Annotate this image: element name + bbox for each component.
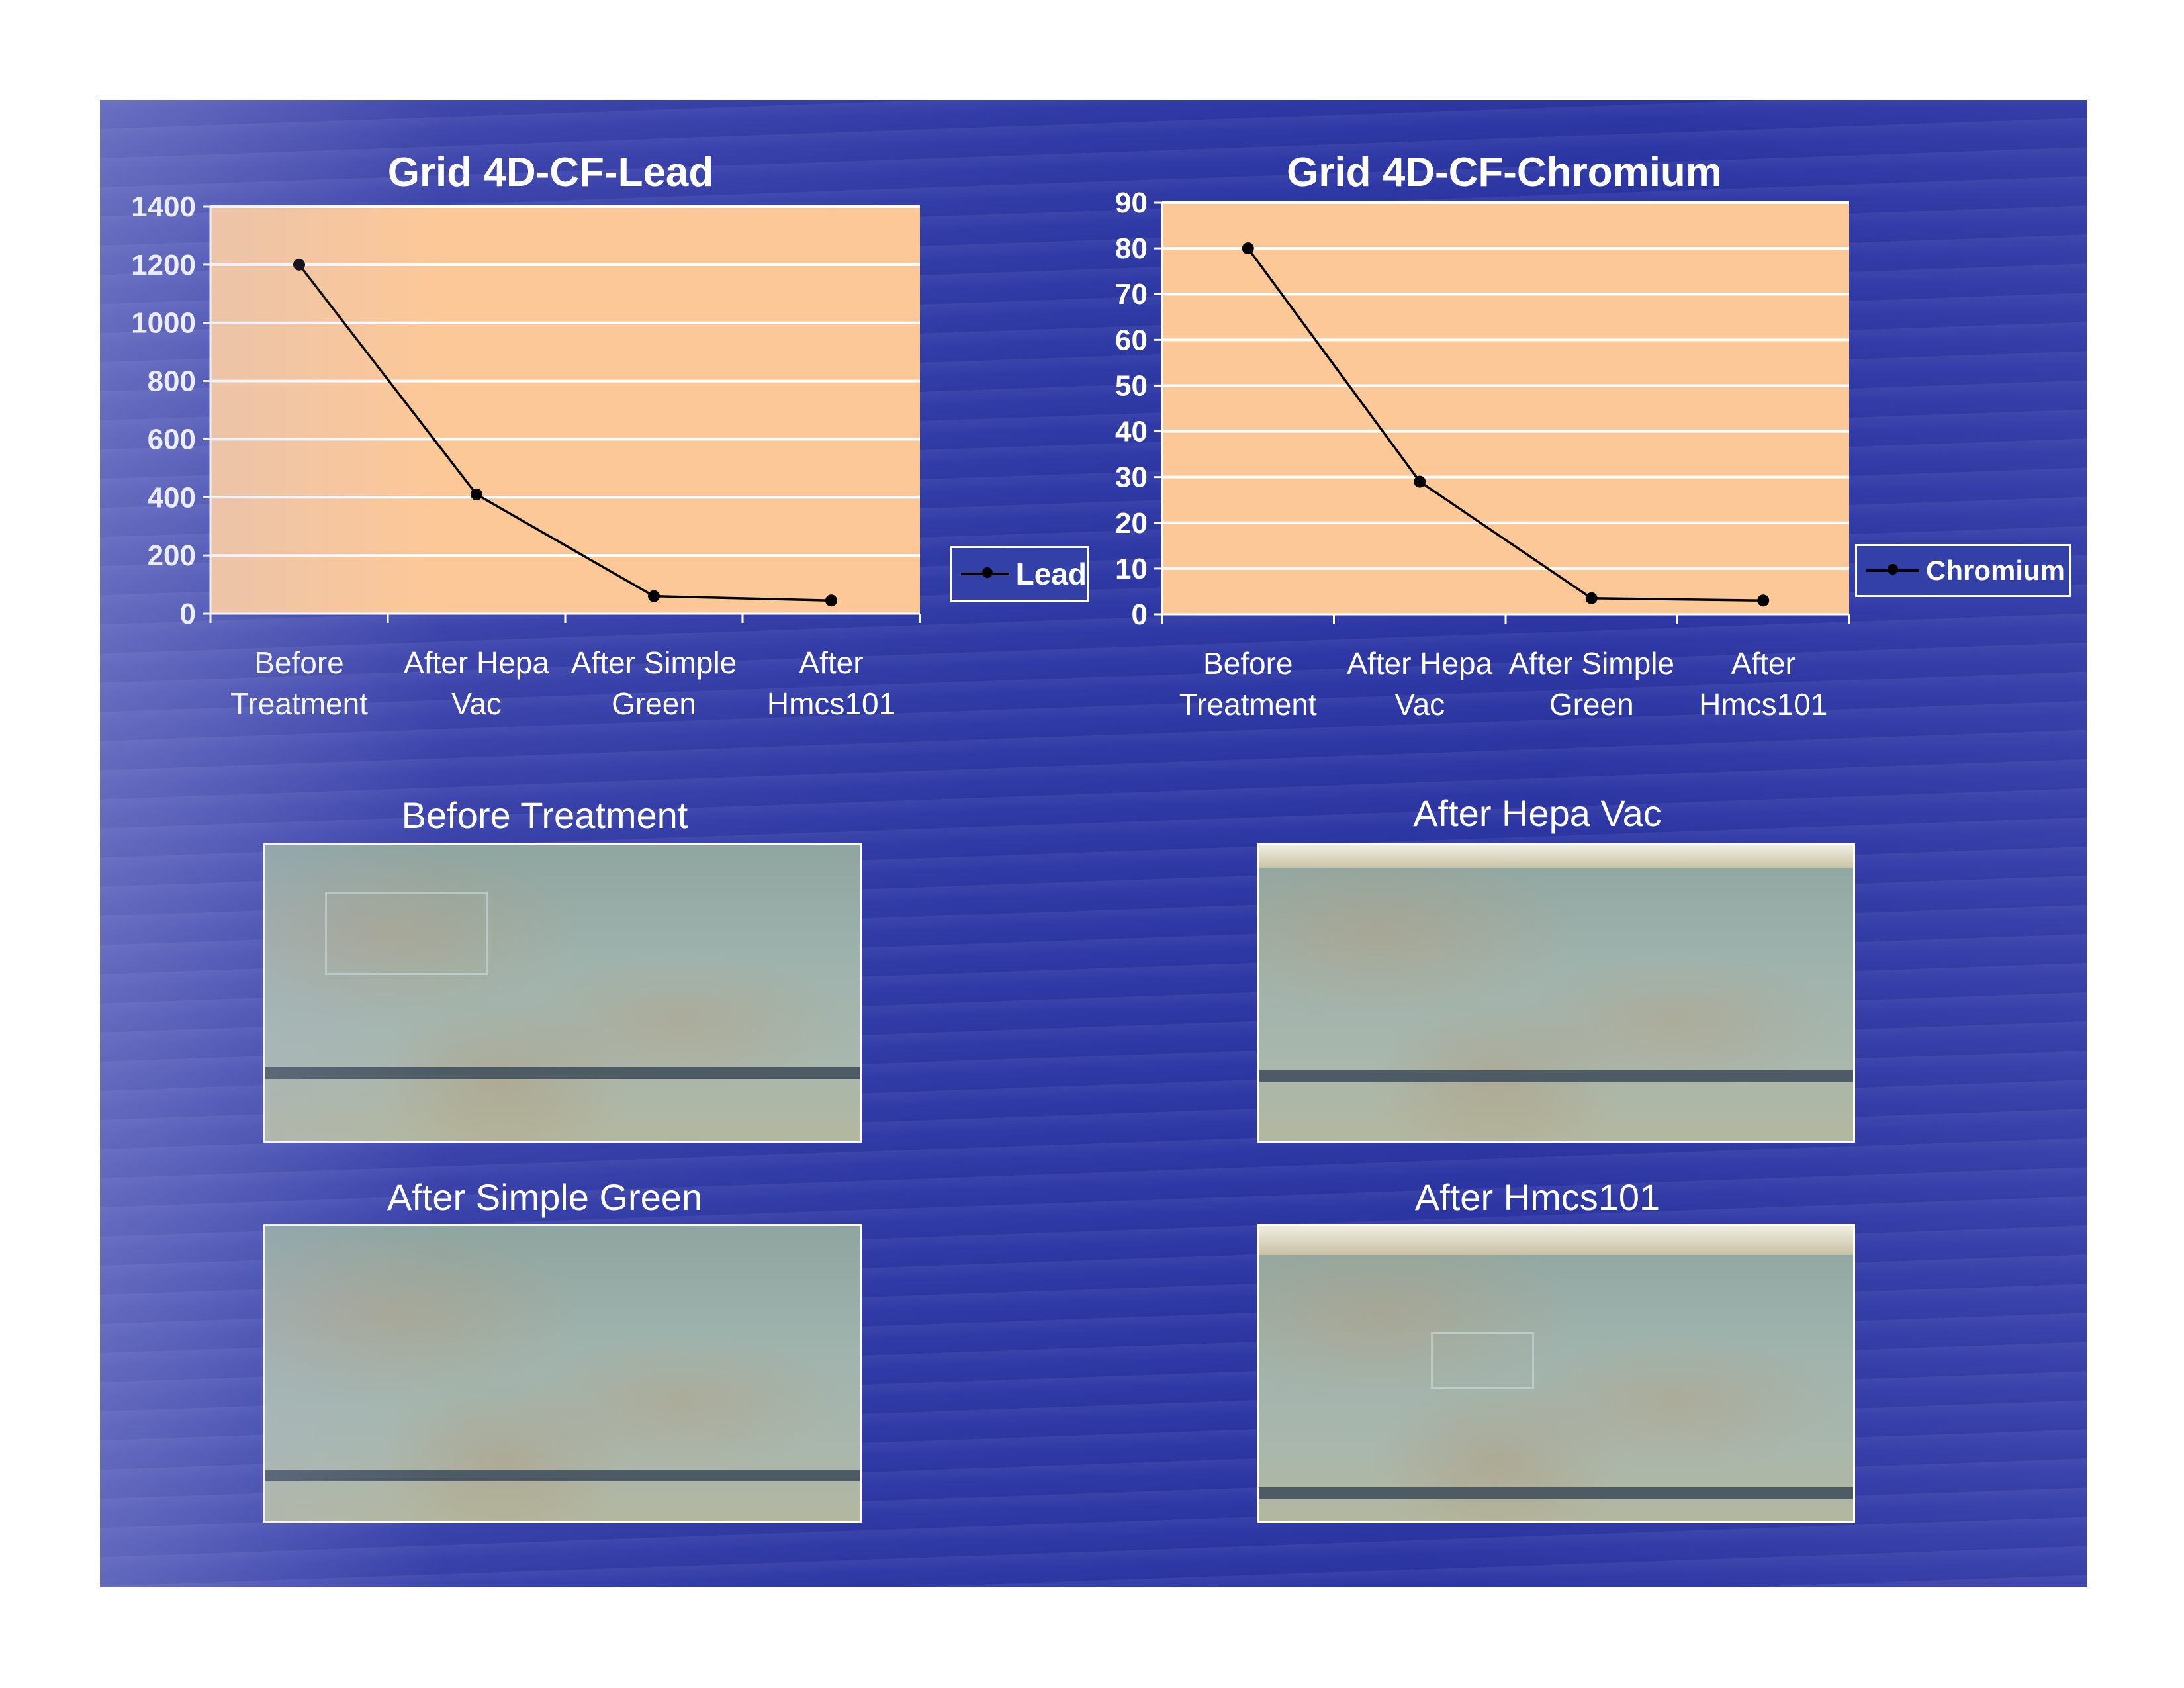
chromium-x-tick-label: After Hepa Vac [1347,646,1492,722]
lead-x-tick-label: After Hmcs101 [767,645,895,721]
chromium-legend-marker [1866,564,1919,575]
photo-caption-before-treatment: Before Treatment [401,794,688,836]
chromium-data-point [1242,242,1254,255]
chromium-data-point [1414,475,1426,488]
chromium-chart-title: Grid 4D-CF-Chromium [1287,150,1722,195]
chromium-y-tick-label: 50 [1115,369,1148,402]
lead-data-point [293,258,305,271]
lead-y-tick-label: 200 [148,539,196,572]
chromium-y-tick-label: 30 [1115,461,1148,494]
chromium-y-tick-label: 90 [1115,187,1148,219]
lead-data-point [648,590,660,602]
chromium-y-tick-label: 80 [1115,232,1148,265]
chromium-y-tick-label: 60 [1115,324,1148,356]
photo-before-treatment [263,843,862,1143]
lead-y-tick-label: 600 [148,423,196,455]
lead-legend-label: Lead [1015,557,1087,591]
chromium-series-line [1247,248,1764,602]
chromium-legend: Chromium [1855,544,2071,597]
photo-after-simple-green [263,1224,862,1523]
lead-y-tick-label: 800 [148,365,196,398]
chromium-x-tick-label: After Simple Green [1508,646,1674,722]
lead-data-point [825,594,837,607]
lead-x-tick-label: After Simple Green [571,645,737,721]
lead-y-tick-label: 1000 [131,307,196,340]
chromium-chart-svg: 0 10 20 30 40 50 60 70 80 90 Before Treatment After … [1115,187,1850,722]
photo-after-hmcs101 [1257,1224,1855,1523]
lead-y-tick-label: 0 [180,598,196,630]
lead-y-tick-label: 400 [148,481,196,514]
photo-caption-after-hmcs101: After Hmcs101 [1414,1176,1661,1218]
chromium-y-tick-label: 10 [1115,553,1148,585]
lead-y-tick-label: 1400 [131,191,196,223]
lead-legend-marker [961,567,1009,578]
chromium-x-tick-label: Before Treatment [1179,646,1317,722]
chromium-legend-label: Chromium [1926,555,2065,586]
lead-legend: Lead [950,546,1089,602]
chromium-data-point [1585,592,1598,604]
chromium-y-tick-label: 0 [1132,598,1148,631]
chromium-data-point [1757,594,1770,607]
photo-caption-after-hepa-vac: After Hepa Vac [1413,792,1662,834]
lead-x-tick-label: Before Treatment [230,645,368,721]
chromium-plot-area [1162,203,1849,614]
chromium-y-tick-label: 70 [1115,278,1148,310]
lead-data-point [471,488,482,500]
chromium-y-tick-label: 40 [1115,416,1148,448]
slide: Grid 4D-CF-Lead 0 200 400 600 800 1000 1200 140… [100,100,2087,1587]
lead-y-tick-label: 1200 [131,249,196,281]
photo-after-hepa-vac [1257,843,1855,1143]
photo-caption-after-simple-green: After Simple Green [387,1176,703,1218]
chromium-y-tick-label: 20 [1115,507,1148,539]
chromium-x-tick-label: After Hmcs101 [1699,646,1827,722]
